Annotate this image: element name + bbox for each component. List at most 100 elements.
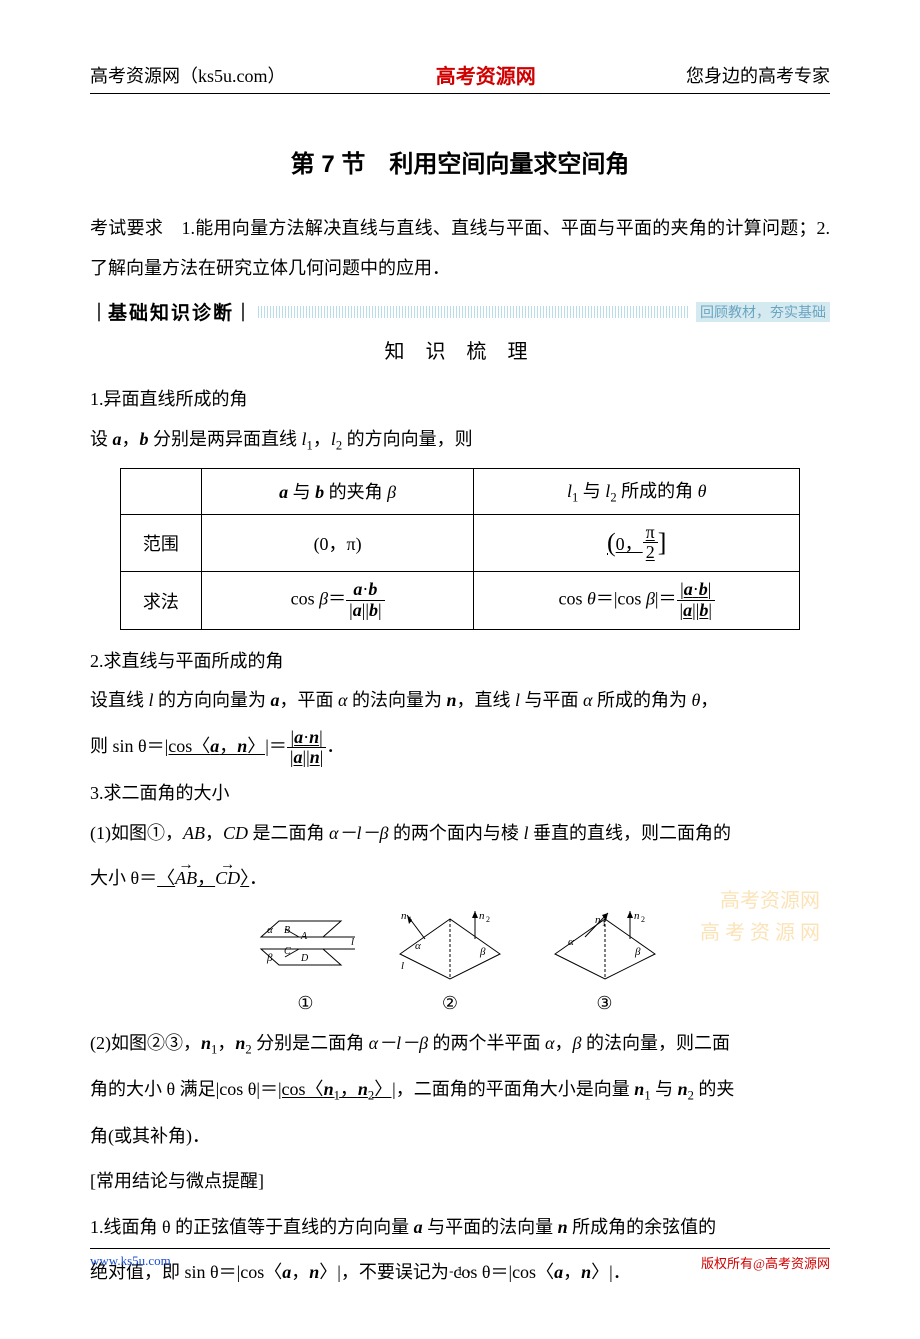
table-cell-range-theta: (0，π2] bbox=[474, 514, 800, 572]
exam-req-text: 1.能用向量方法解决直线与直线、直线与平面、平面与平面的夹角的计算问题；2.了解… bbox=[90, 218, 830, 278]
exam-requirement: 考试要求 1.能用向量方法解决直线与直线、直线与平面、平面与平面的夹角的计算问题… bbox=[90, 209, 830, 288]
table-header-beta: a 与 b 的夹角 β bbox=[202, 469, 474, 515]
vector-n1: n bbox=[634, 1079, 644, 1099]
text: 分别是两异面直线 bbox=[149, 429, 302, 449]
section-bar-label: 基础知识诊断 bbox=[108, 298, 234, 325]
seg-CD: CD bbox=[223, 823, 248, 843]
diagram-label-2: ② bbox=[375, 993, 525, 1014]
tips-p1a: 1.线面角 θ 的正弦值等于直线的方向向量 a 与平面的法向量 n 所成角的余弦… bbox=[90, 1208, 830, 1248]
text: 所成角的余弦值的 bbox=[568, 1217, 717, 1237]
text: 的两个半平面 bbox=[428, 1033, 545, 1053]
dihedral: α－l－β bbox=[369, 1033, 428, 1053]
seg-AB: AB bbox=[183, 823, 205, 843]
table-cell-range-beta: (0，π) bbox=[202, 514, 474, 572]
diagram-1: α β B A C D l bbox=[251, 909, 361, 989]
header-right: 您身边的高考专家 bbox=[686, 62, 830, 88]
svg-text:1: 1 bbox=[408, 915, 412, 924]
svg-text:l: l bbox=[401, 960, 404, 972]
svg-text:α: α bbox=[415, 940, 421, 952]
section-bar-bracket: ｜ bbox=[234, 299, 252, 325]
vector-a: a bbox=[414, 1217, 423, 1237]
text: (1)如图①， bbox=[90, 823, 183, 843]
section3-heading: 3.求二面角的大小 bbox=[90, 774, 830, 814]
text: ，二面角的平面角大小是向量 bbox=[396, 1079, 635, 1099]
text: 大小 θ＝ bbox=[90, 868, 157, 888]
text: 与平面的法向量 bbox=[423, 1217, 558, 1237]
header-left: 高考资源网（ks5u.com） bbox=[90, 62, 286, 88]
text: (2)如图②③， bbox=[90, 1033, 201, 1053]
svg-text:n: n bbox=[634, 910, 640, 922]
svg-text:β: β bbox=[479, 946, 486, 958]
section-bar-bracket: ｜ bbox=[90, 299, 108, 325]
page-footer: www.ks5u.com - 1 - 版权所有@高考资源网 bbox=[90, 1248, 830, 1272]
section-bar: ｜ 基础知识诊断 ｜ 回顾教材，夯实基础 bbox=[90, 298, 830, 325]
table-header-theta: l1 与 l2 所成的角 θ bbox=[474, 469, 800, 515]
header-center: 高考资源网 bbox=[436, 60, 536, 89]
table-cell-blank bbox=[120, 469, 202, 515]
text: 的法向量，则二面 bbox=[581, 1033, 730, 1053]
section3-p2c: 角(或其补角)． bbox=[90, 1117, 830, 1157]
section3-p2a: (2)如图②③，n1，n2 分别是二面角 α－l－β 的两个半平面 α，β 的法… bbox=[90, 1024, 830, 1064]
section1-heading: 1.异面直线所成的角 bbox=[90, 380, 830, 420]
vector-a: a bbox=[271, 690, 280, 710]
section-bar-right: 回顾教材，夯实基础 bbox=[696, 302, 830, 322]
text: 的方向向量为 bbox=[154, 690, 271, 710]
text: 1.线面角 θ 的正弦值等于直线的方向向量 bbox=[90, 1217, 414, 1237]
section3-p1a: (1)如图①，AB，CD 是二面角 α－l－β 的两个面内与棱 l 垂直的直线，… bbox=[90, 814, 830, 854]
svg-text:l: l bbox=[351, 936, 354, 948]
svg-text:2: 2 bbox=[641, 915, 645, 924]
vector-n2: n bbox=[235, 1033, 245, 1053]
text: 的法向量为 bbox=[347, 690, 446, 710]
text: ，直线 bbox=[456, 690, 515, 710]
section3-p1b: 大小 θ＝〈AB，CD〉． bbox=[90, 859, 830, 899]
text: 设 bbox=[90, 429, 113, 449]
vector-n: n bbox=[446, 690, 456, 710]
section2-heading: 2.求直线与平面所成的角 bbox=[90, 642, 830, 682]
footer-pagenum: - 1 - bbox=[90, 1263, 830, 1279]
vector-b: b bbox=[140, 429, 149, 449]
diagram-2: α β l n1 n2 bbox=[385, 909, 515, 989]
section3-p2b: 角的大小 θ 满足|cos θ|＝|cos〈n1，n2〉|，二面角的平面角大小是… bbox=[90, 1070, 830, 1110]
svg-text:n: n bbox=[595, 914, 601, 926]
diagram-labels: ① ② ③ bbox=[90, 993, 830, 1014]
svg-text:β: β bbox=[266, 952, 273, 964]
page-header: 高考资源网（ks5u.com） 高考资源网 您身边的高考专家 bbox=[90, 60, 830, 94]
dihedral: α－l－β bbox=[329, 823, 388, 843]
exam-req-label: 考试要求 bbox=[90, 218, 163, 238]
text: 设直线 bbox=[90, 690, 149, 710]
document-page: 高考资源网（ks5u.com） 高考资源网 您身边的高考专家 第 7 节 利用空… bbox=[0, 0, 920, 1339]
text: 的两个面内与棱 bbox=[388, 823, 523, 843]
vector-n2: n bbox=[678, 1079, 688, 1099]
plane-alpha: α bbox=[545, 1033, 554, 1053]
vector-n: n bbox=[558, 1217, 568, 1237]
text: 的方向向量，则 bbox=[342, 429, 473, 449]
text: 则 sin θ＝ bbox=[90, 736, 165, 756]
svg-text:α: α bbox=[267, 924, 273, 936]
svg-text:n: n bbox=[401, 910, 407, 922]
text: 是二面角 bbox=[248, 823, 329, 843]
diagram-label-3: ③ bbox=[530, 993, 680, 1014]
text: ， bbox=[700, 690, 718, 710]
knowledge-subtitle: 知 识 梳 理 bbox=[90, 335, 830, 364]
svg-text:1: 1 bbox=[602, 919, 606, 928]
svg-text:A: A bbox=[300, 931, 308, 942]
text: 与 bbox=[651, 1079, 678, 1099]
text: 角的大小 θ 满足|cos θ|＝ bbox=[90, 1079, 278, 1099]
section2-line1: 设直线 l 的方向向量为 a，平面 α 的法向量为 n，直线 l 与平面 α 所… bbox=[90, 681, 830, 721]
vector-a: a bbox=[113, 429, 122, 449]
text: 与平面 bbox=[520, 690, 583, 710]
table-cell-cosbeta: cos β＝a·b|a||b| bbox=[202, 572, 474, 630]
table-cell-costheta: cos θ＝|cos β|＝|a·b||a||b| bbox=[474, 572, 800, 630]
table-row-range-label: 范围 bbox=[120, 514, 202, 572]
tips-heading: [常用结论与微点提醒] bbox=[90, 1162, 830, 1202]
svg-text:D: D bbox=[300, 953, 309, 964]
svg-text:β: β bbox=[634, 946, 641, 958]
text: 所成的角为 bbox=[592, 690, 691, 710]
text: ，平面 bbox=[280, 690, 339, 710]
diagram-3: α β n1 n2 bbox=[540, 909, 670, 989]
diagram-row: α β B A C D l α β l n1 n2 bbox=[90, 909, 830, 989]
vector-n1: n bbox=[201, 1033, 211, 1053]
svg-text:α: α bbox=[568, 936, 574, 948]
table-row-method-label: 求法 bbox=[120, 572, 202, 630]
text: 的夹 bbox=[694, 1079, 735, 1099]
